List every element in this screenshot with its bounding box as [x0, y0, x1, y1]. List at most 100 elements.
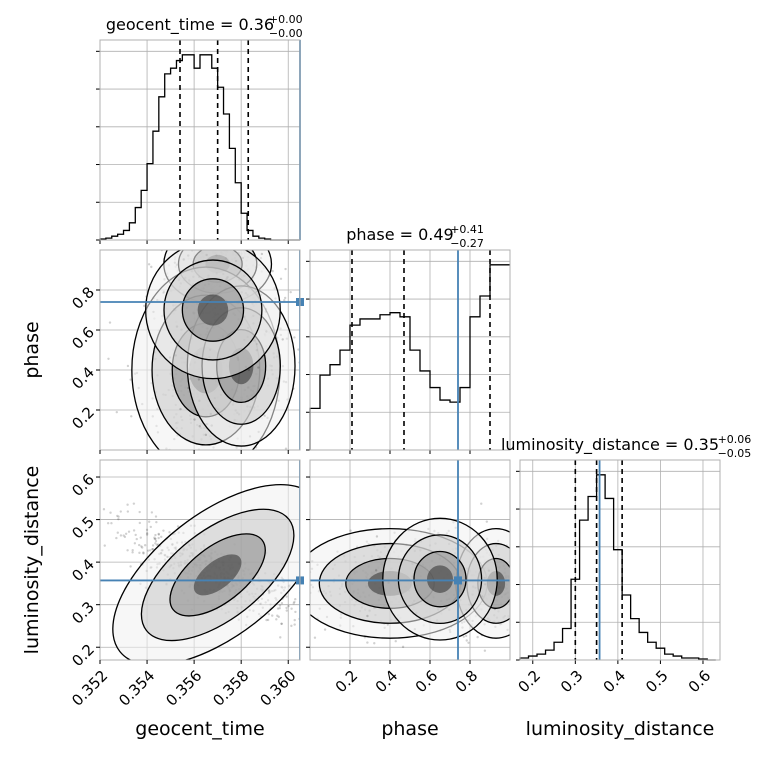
sample-point — [142, 552, 145, 555]
sample-point — [139, 536, 142, 539]
sample-point — [151, 547, 154, 551]
sample-point — [197, 378, 201, 381]
sample-point — [512, 567, 514, 569]
sample-point — [514, 550, 516, 552]
sample-point — [154, 537, 157, 540]
sample-point — [511, 610, 513, 612]
x-tick-label: 0.4 — [600, 667, 630, 697]
panel-title-luminosity_distance: luminosity_distance = 0.35 — [501, 435, 719, 455]
sample-point — [237, 242, 239, 244]
sample-point — [190, 216, 192, 218]
x-axis-label-phase: phase — [381, 718, 438, 740]
sample-point — [235, 469, 237, 471]
scatter-content — [100, 216, 300, 530]
x-tick-label: 0.6 — [685, 667, 715, 697]
sample-point — [292, 602, 295, 605]
sample-point — [116, 514, 119, 518]
density-contour — [197, 294, 229, 326]
sample-point — [521, 589, 523, 591]
sample-point — [47, 484, 49, 486]
sample-point — [283, 296, 287, 300]
sample-point — [138, 521, 142, 525]
sample-point — [322, 644, 324, 646]
sample-point — [154, 515, 158, 518]
sample-point — [207, 226, 209, 228]
sample-point — [338, 639, 340, 641]
sample-point — [375, 535, 379, 538]
x-tick-label: 0.8 — [452, 667, 482, 697]
sample-point — [281, 338, 284, 341]
panel-frame — [99, 39, 301, 241]
sample-point — [107, 357, 110, 360]
sample-point — [266, 618, 270, 622]
sample-point — [160, 465, 162, 467]
sample-point — [493, 607, 497, 611]
y-axis-label-luminosity_distance: luminosity_distance — [21, 466, 43, 655]
sample-point — [147, 520, 151, 523]
sample-point — [236, 246, 238, 248]
sample-point — [187, 235, 189, 237]
y-tick-label: 0.6 — [68, 470, 98, 500]
sample-point — [131, 551, 134, 554]
sample-point — [257, 366, 260, 369]
sample-point — [462, 635, 465, 638]
sample-point — [117, 515, 120, 518]
sample-point — [294, 598, 297, 601]
sample-point — [279, 636, 282, 639]
sample-point — [215, 232, 217, 234]
title-upper-error: +0.06 — [718, 433, 752, 446]
sample-point — [103, 544, 106, 547]
sample-point — [525, 574, 527, 576]
scatter-panel-phase-luminosity_distance — [306, 459, 532, 664]
x-tick-label: 0.356 — [162, 667, 205, 710]
sample-point — [530, 565, 532, 567]
sample-point — [255, 246, 257, 248]
sample-point — [293, 618, 296, 622]
sample-point — [168, 530, 171, 534]
density-contour — [193, 554, 242, 596]
x-tick-label: 0.358 — [209, 667, 252, 710]
sample-point — [126, 364, 130, 368]
sample-point — [157, 536, 160, 540]
sample-point — [511, 562, 513, 564]
sample-point — [116, 531, 119, 534]
sample-point — [511, 578, 513, 580]
sample-point — [132, 529, 136, 532]
sample-point — [313, 626, 315, 628]
x-tick-label: 0.5 — [642, 667, 672, 697]
sample-point — [523, 603, 525, 605]
sample-point — [306, 591, 308, 593]
sample-point — [521, 586, 523, 588]
sample-point — [176, 525, 180, 528]
sample-point — [290, 624, 293, 628]
sample-point — [271, 269, 274, 273]
sample-point — [265, 618, 268, 622]
sample-point — [511, 565, 513, 567]
sample-point — [170, 528, 172, 530]
sample-point — [374, 569, 378, 572]
sample-point — [232, 235, 234, 237]
sample-point — [132, 502, 136, 505]
x-tick-label: 0.6 — [412, 667, 442, 697]
sample-point — [102, 508, 106, 511]
sample-point — [231, 236, 233, 238]
sample-point — [231, 242, 233, 244]
sample-point — [257, 244, 259, 246]
sample-point — [192, 492, 194, 494]
sample-point — [138, 543, 141, 547]
sample-point — [211, 244, 213, 246]
sample-point — [271, 614, 274, 617]
sample-point — [277, 615, 280, 619]
title-lower-error: −0.27 — [450, 237, 484, 250]
sample-point — [149, 549, 152, 552]
x-tick-label: 0.3 — [557, 667, 587, 697]
sample-point — [157, 533, 161, 536]
sample-point — [310, 623, 312, 625]
sample-point — [222, 455, 224, 457]
sample-point — [150, 511, 154, 514]
sample-point — [147, 263, 151, 266]
sample-point — [401, 645, 405, 649]
sample-point — [306, 574, 308, 576]
sample-point — [366, 614, 369, 618]
sample-point — [234, 454, 236, 456]
